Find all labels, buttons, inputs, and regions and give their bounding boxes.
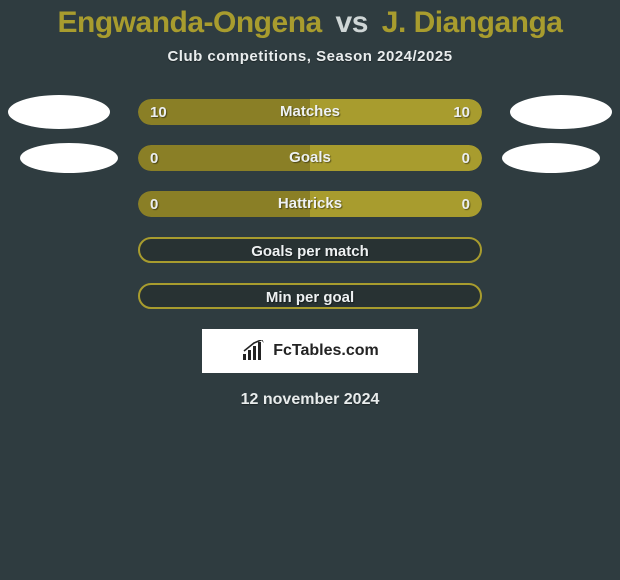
page-title: Engwanda-Ongena vs J. Dianganga — [0, 0, 620, 48]
stat-row: 00Hattricks — [0, 191, 620, 217]
stat-row: 1010Matches — [0, 99, 620, 125]
stat-bar-left: 10 — [138, 99, 310, 125]
player2-name: J. Dianganga — [382, 6, 563, 39]
attribution-box: FcTables.com — [202, 329, 418, 373]
player2-avatar — [510, 95, 612, 129]
snapshot-date: 12 november 2024 — [0, 391, 620, 409]
stat-row: 00Goals — [0, 145, 620, 171]
stat-bar: 00Hattricks — [138, 191, 482, 217]
stat-bar: Goals per match — [138, 237, 482, 263]
stat-rows: 1010Matches00Goals00HattricksGoals per m… — [0, 99, 620, 309]
attribution-chart-icon — [241, 340, 267, 362]
stat-bar: 1010Matches — [138, 99, 482, 125]
stat-left-value: 0 — [150, 196, 158, 213]
competition-season-subtitle: Club competitions, Season 2024/2025 — [0, 48, 620, 65]
player1-name: Engwanda-Ongena — [58, 6, 322, 39]
stat-bar-left: 0 — [138, 191, 310, 217]
stat-right-value: 0 — [462, 196, 470, 213]
stat-right-value: 0 — [462, 150, 470, 167]
stat-row: Goals per match — [0, 237, 620, 263]
stat-bar-right: 0 — [310, 191, 482, 217]
player2-avatar — [502, 143, 600, 173]
stat-bar-left: 0 — [138, 145, 310, 171]
player1-avatar — [8, 95, 110, 129]
stat-bar: 00Goals — [138, 145, 482, 171]
vs-label: vs — [336, 6, 368, 39]
stat-bar-right: 10 — [310, 99, 482, 125]
player1-avatar — [20, 143, 118, 173]
attribution-text: FcTables.com — [273, 342, 379, 360]
stat-label: Min per goal — [140, 285, 480, 309]
stat-left-value: 10 — [150, 104, 167, 121]
stat-left-value: 0 — [150, 150, 158, 167]
stat-row: Min per goal — [0, 283, 620, 309]
stat-bar: Min per goal — [138, 283, 482, 309]
stat-bar-right: 0 — [310, 145, 482, 171]
stat-right-value: 10 — [453, 104, 470, 121]
stat-label: Goals per match — [140, 239, 480, 263]
